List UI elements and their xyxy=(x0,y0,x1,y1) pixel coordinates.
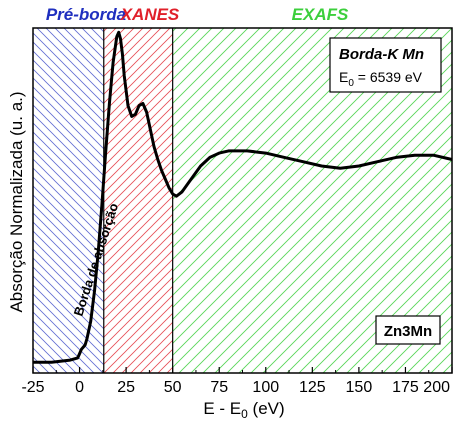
region-label-xanes: XANES xyxy=(120,5,180,24)
absorption-spectrum-line xyxy=(33,30,453,364)
info-box: Borda-K Mn E0 = 6539 eV xyxy=(329,37,442,93)
x-tick-label: 100 xyxy=(252,379,279,396)
x-tick-label: 150 xyxy=(346,379,373,396)
x-tick-label: 75 xyxy=(210,379,228,396)
x-axis-ticks: -25 0 25 50 75 100 125 150 175 200 xyxy=(21,367,453,396)
region-label-exafs: EXAFS xyxy=(292,5,349,24)
region-label-pre-edge: Pré-borda xyxy=(46,5,126,24)
x-tick-label: 50 xyxy=(164,379,182,396)
x-tick-label: 0 xyxy=(75,379,84,396)
x-axis-title: E - E0 (eV) xyxy=(203,399,284,421)
region-xanes-fill xyxy=(103,28,173,373)
y-axis-title: Absorção Normalizada (u. a.) xyxy=(7,91,26,312)
info-box-title: Borda-K Mn xyxy=(339,46,424,63)
x-tick-label: 125 xyxy=(299,379,326,396)
x-tick-label: 25 xyxy=(117,379,135,396)
x-tick-label: 175 xyxy=(392,379,419,396)
sample-label: Zn3Mn xyxy=(384,323,432,340)
x-tick-label: 200 xyxy=(423,379,450,396)
region-pre-edge-fill xyxy=(33,28,104,373)
info-box-energy: E0 = 6539 eV xyxy=(339,69,423,89)
x-tick-label: -25 xyxy=(21,379,44,396)
sample-box: Zn3Mn xyxy=(375,315,441,345)
